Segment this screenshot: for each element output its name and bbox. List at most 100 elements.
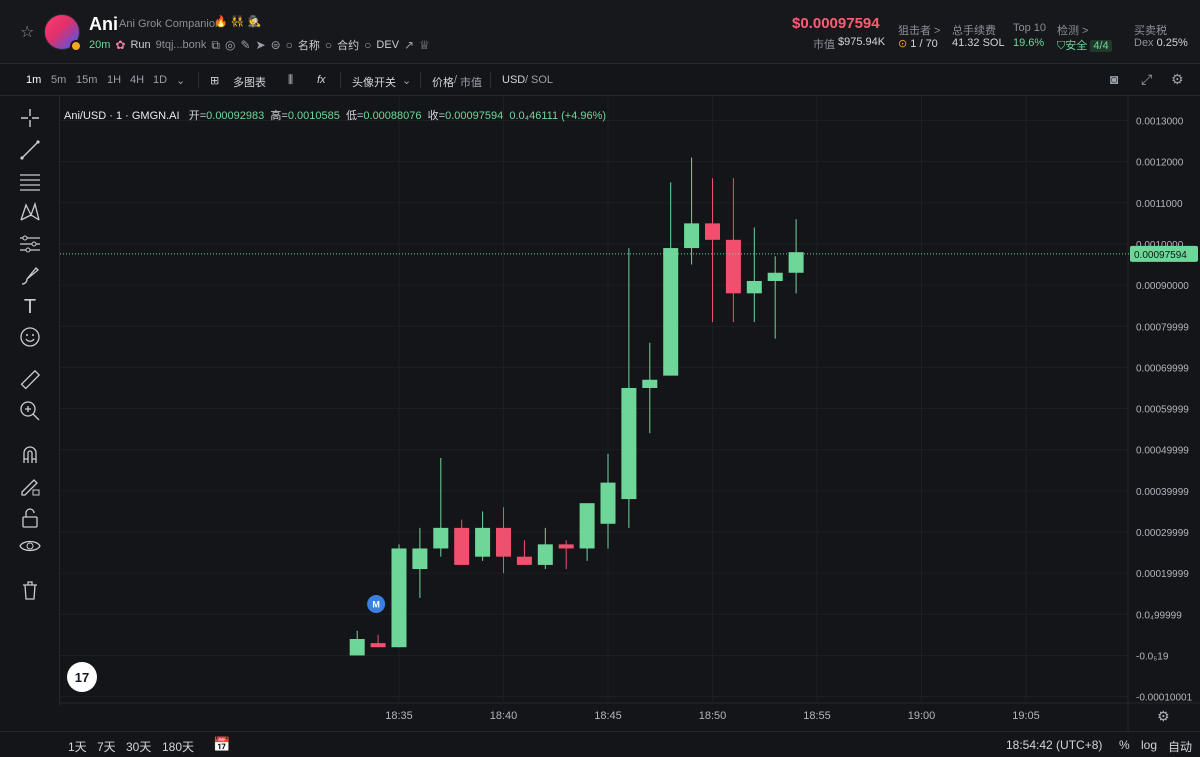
y-axis-tick-label: 0.00029999 (1136, 528, 1189, 539)
legend-low-label: 低= (345, 110, 364, 122)
search-dev-icon[interactable]: ○ (364, 38, 372, 52)
telegram-icon[interactable]: ➤ (255, 38, 266, 52)
goto-date-icon[interactable]: 📅 (213, 736, 231, 752)
favorite-star-icon[interactable]: ☆ (20, 24, 35, 41)
last-price-badge (1130, 245, 1198, 262)
add-chart-icon[interactable]: ⊞ (210, 75, 220, 87)
ruler-icon[interactable] (18, 368, 42, 392)
feather-icon[interactable]: ✎ (240, 38, 251, 52)
axis-settings-gear-icon: ⚙ (1157, 709, 1170, 725)
auto-toggle[interactable]: 自动 (1168, 740, 1193, 754)
migration-marker-label: M (372, 600, 380, 610)
percent-toggle[interactable]: % (1119, 738, 1130, 752)
search-contract-link[interactable]: 合约 (337, 40, 360, 52)
text-icon[interactable]: T (23, 295, 37, 318)
candle-body (433, 527, 449, 549)
avatar-toggle-button[interactable]: 头像开关 (352, 77, 396, 89)
y-axis-tick-label: -0.00010001 (1136, 693, 1193, 704)
y-axis-tick-label: 0.0013000 (1136, 117, 1184, 128)
log-toggle[interactable]: log (1141, 738, 1158, 752)
check-safe-text: 安全 (1065, 40, 1088, 52)
y-axis-tick-label: 0.00090000 (1136, 281, 1189, 292)
candle-body (412, 548, 428, 570)
trendline-icon[interactable] (18, 138, 42, 162)
legend-close-label: 收= (427, 110, 446, 122)
price-chart[interactable]: 0.00130000.00120000.00110000.00100000.00… (60, 96, 1200, 731)
chart-toolbar: 1m 5m 15m 1H 4H 1D ⌄ ⊞ 多图表 ⫼ fx 头像开关 ⌄ 价… (0, 64, 1200, 96)
candle-body (537, 544, 553, 565)
trash-icon[interactable] (18, 578, 42, 602)
token-meta-row: 20m ✿ Run 9tqj...bonk ⧉ ◎ ✎ ➤ ⊜ ○ 名称 ○ 合… (89, 37, 430, 53)
emoji-icon[interactable] (18, 325, 42, 349)
x-axis-tick-label: 19:00 (908, 710, 936, 722)
candle-body (496, 527, 511, 557)
search-name-icon[interactable]: ○ (285, 38, 293, 52)
check-label[interactable]: 检测 > (1057, 25, 1089, 37)
range-7d[interactable]: 7天 (97, 740, 116, 754)
snipers-label[interactable]: 狙击者 > (898, 25, 941, 37)
y-axis-tick-label: 0.00049999 (1136, 446, 1189, 457)
pattern-icon[interactable] (18, 200, 42, 224)
eye-icon[interactable] (18, 534, 42, 558)
fees-label: 总手续费 (952, 25, 996, 37)
multi-chart-button[interactable]: 多图表 (233, 77, 266, 89)
interval-1m[interactable]: 1m (26, 74, 42, 86)
interval-15m[interactable]: 15m (76, 74, 98, 86)
market-cap-label: 市值 (813, 39, 835, 51)
y-axis-tick-label: 0.00019999 (1136, 569, 1189, 580)
candle-body (642, 379, 658, 388)
zoom-in-icon[interactable] (18, 399, 42, 423)
chart-bottom-bar: 1天 7天 30天 180天 📅 18:54:42 (UTC+8) % log … (0, 731, 1200, 757)
token-address: 9tqj...bonk (155, 39, 207, 51)
candle-body (684, 223, 700, 249)
avatar-toggle-chevron-icon[interactable]: ⌄ (402, 75, 412, 87)
x-axis-tick-label: 18:45 (594, 710, 622, 722)
token-header: ☆ Ani Ani Grok Companion 🔥 👯 🕵 20m ✿ Run… (0, 0, 1200, 64)
check-count: 4/4 (1090, 40, 1112, 52)
search-dev-link[interactable]: DEV (376, 39, 400, 51)
measure-lines-icon[interactable] (18, 232, 42, 256)
clock-time[interactable]: 18:54:42 (UTC+8) (1006, 738, 1103, 752)
indicators-fx-icon[interactable]: fx (317, 74, 326, 86)
range-1d[interactable]: 1天 (68, 740, 87, 754)
interval-5m[interactable]: 5m (51, 74, 67, 86)
pump-icon: ✿ (115, 38, 126, 52)
lock-draw-icon[interactable] (18, 474, 42, 498)
settings-gear-icon[interactable]: ⚙ (1171, 71, 1184, 87)
crown-icon[interactable]: ♕ (419, 38, 430, 52)
range-30d[interactable]: 30天 (126, 740, 152, 754)
crosshair-icon[interactable] (18, 106, 42, 130)
interval-more-chevron-icon[interactable]: ⌄ (176, 75, 186, 87)
legend-high: 0.0010585 (287, 110, 340, 122)
mcap-toggle[interactable]: 市值 (460, 77, 482, 89)
sol-toggle[interactable]: SOL (531, 74, 554, 86)
search-name-link[interactable]: 名称 (297, 40, 320, 52)
range-180d[interactable]: 180天 (162, 740, 195, 754)
website-icon[interactable]: ◎ (225, 38, 236, 52)
interval-1d[interactable]: 1D (153, 74, 168, 86)
magnet-icon[interactable] (18, 442, 42, 466)
legend-change: 0.0₄46111 (+4.96%) (509, 110, 607, 122)
fib-icon[interactable] (18, 169, 42, 193)
brush-icon[interactable] (18, 264, 42, 288)
tradingview-logo-icon (67, 662, 97, 692)
fullscreen-icon[interactable]: ⤢ (1141, 71, 1153, 87)
candle-type-icon[interactable]: ⫼ (288, 74, 294, 86)
sniper-icon: ⊙ (898, 38, 908, 50)
coin-icon[interactable]: ⊜ (270, 38, 281, 52)
y-axis-tick-label: 0.00039999 (1136, 487, 1189, 498)
interval-1h[interactable]: 1H (107, 74, 122, 86)
copy-icon[interactable]: ⧉ (211, 37, 220, 52)
usd-toggle[interactable]: USD (502, 74, 526, 86)
share-icon[interactable]: ↗ (404, 38, 415, 52)
candle-body (705, 223, 720, 240)
interval-4h[interactable]: 4H (130, 74, 145, 86)
camera-icon[interactable]: ◙ (1110, 71, 1119, 87)
snipers-value: ⊙ 1 / 70 (898, 37, 938, 50)
token-full-name: Ani Grok Companion (119, 18, 222, 30)
drawing-toolbar: T (0, 96, 60, 706)
search-contract-icon[interactable]: ○ (324, 38, 333, 52)
unlock-icon[interactable] (18, 506, 42, 530)
x-axis-tick-label: 18:40 (490, 710, 518, 722)
price-toggle[interactable]: 价格 (432, 77, 454, 89)
